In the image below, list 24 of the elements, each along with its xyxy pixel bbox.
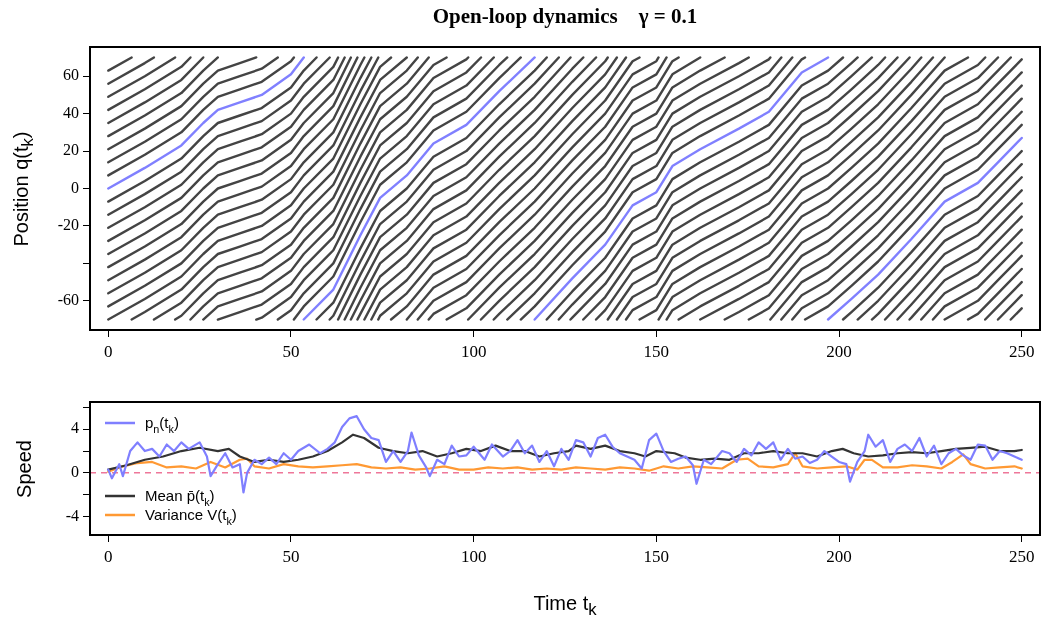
- y-tick-label: -20: [57, 216, 79, 234]
- chart-title: Open-loop dynamics γ = 0.1: [431, 4, 699, 29]
- x-tick-label: 50: [282, 546, 300, 566]
- x-tick-label: 250: [1008, 341, 1035, 361]
- y-tick-label: 60: [63, 66, 79, 84]
- x-tick-label: 0: [104, 341, 113, 361]
- y-tick-label: 40: [63, 103, 79, 121]
- x-tick-label: 100: [460, 341, 487, 361]
- y-axis-title: Speed: [12, 439, 36, 498]
- y-tick-label: 0: [71, 178, 79, 196]
- x-tick-label: 250: [1008, 546, 1035, 566]
- x-axis-title: Time t$_{k}$: [532, 592, 598, 619]
- x-tick-label: 200: [826, 341, 852, 361]
- y-tick-label: 0: [71, 463, 79, 481]
- x-tick-label: 50: [282, 341, 300, 361]
- y-tick-label: -4: [65, 506, 79, 524]
- x-tick-label: 200: [826, 546, 852, 566]
- x-tick-label: 150: [643, 341, 670, 361]
- x-tick-label: 150: [643, 546, 670, 566]
- x-tick-label: 0: [104, 546, 113, 566]
- y-tick-label: 4: [71, 419, 79, 437]
- x-tick-label: 100: [460, 546, 487, 566]
- y-tick-label: -60: [57, 291, 79, 308]
- y-tick-label: 20: [63, 141, 79, 159]
